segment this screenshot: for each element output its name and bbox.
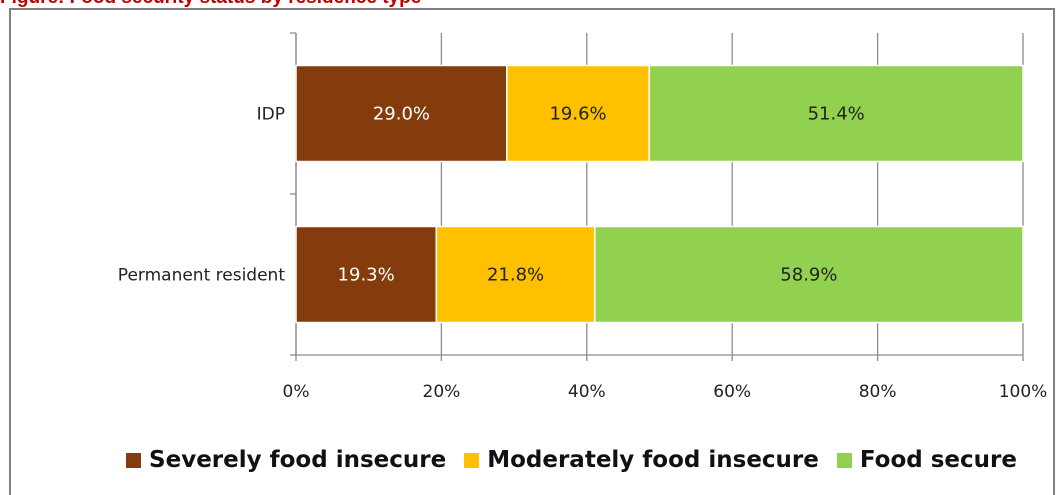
category-label: Permanent resident [118,266,286,286]
data-label: 19.6% [549,104,606,125]
x-tick-label: 60% [713,382,751,402]
data-label: 29.0% [373,104,430,125]
chart-caption-strip: Figure: Food security status by residenc… [0,0,1063,10]
x-tick-label: 80% [859,382,897,402]
bar-segment [594,225,1024,324]
x-tick-label: 100% [999,382,1048,402]
bar-segment [506,64,651,163]
data-label: 21.8% [487,265,544,286]
chart-caption: Figure: Food security status by residenc… [0,0,421,9]
chart-frame [9,8,1055,495]
x-tick-label: 0% [283,382,310,402]
legend-item: Moderately food insecure [464,447,819,473]
chart-legend: Severely food insecure Moderately food in… [40,440,1063,480]
category-label: IDP [257,105,285,125]
x-tick-label: 40% [568,382,606,402]
legend-swatch [464,452,480,468]
data-label: 19.3% [338,265,395,286]
x-tick-label: 20% [423,382,461,402]
data-label: 51.4% [808,104,865,125]
legend-label: Severely food insecure [149,447,447,473]
legend-item: Food secure [836,447,1017,473]
legend-label: Food secure [859,447,1017,473]
legend-swatch [836,452,852,468]
legend-swatch [126,452,142,468]
bar-segment [648,64,1024,163]
legend-label: Moderately food insecure [487,447,819,473]
bar-segment [295,225,438,324]
legend-item: Severely food insecure [126,447,446,473]
bar-segment [435,225,596,324]
data-label: 58.9% [780,265,837,286]
stacked-bar-chart: 0% 20% 40% 60% 80% 100% 29.0% 19.6% 51.4% IDP 19.3… [118,32,1048,402]
